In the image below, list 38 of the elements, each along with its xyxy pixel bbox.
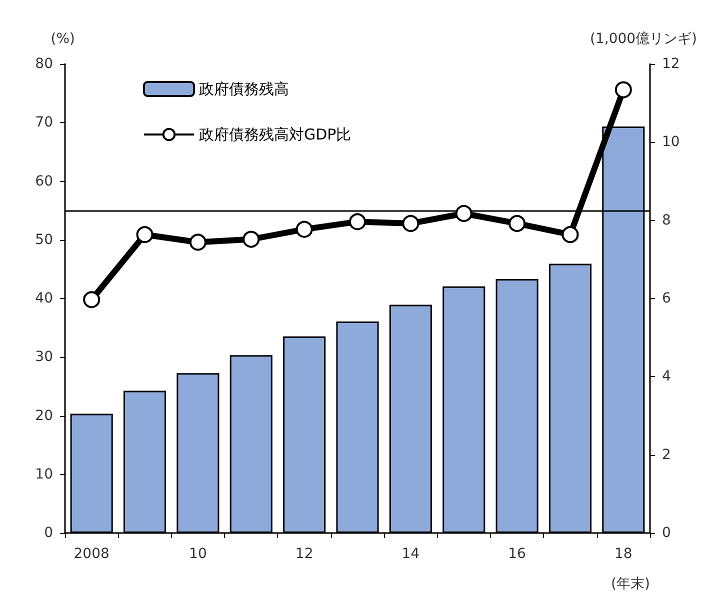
y-tick-label: 40 (35, 290, 53, 306)
x-tick-label: 14 (402, 546, 420, 562)
y-tick-label: 10 (35, 466, 53, 482)
point (296, 220, 313, 238)
point (349, 213, 366, 230)
y-tick-label: 50 (35, 232, 53, 248)
y2-tick-label: 8 (662, 212, 671, 228)
y2-tick-label: 10 (662, 134, 680, 150)
y2-axis-title: (1,000億リンギ) (590, 31, 698, 47)
x-axis-title: (年末) (611, 576, 650, 592)
legend-label: 政府債務残高対GDP比 (199, 126, 352, 144)
y2-tick-label: 0 (662, 525, 671, 541)
point (455, 204, 472, 222)
point (83, 291, 100, 308)
point (508, 214, 526, 232)
point (189, 234, 206, 251)
y2-tick-label: 4 (662, 368, 671, 385)
point (562, 226, 579, 244)
y2-tick-label: 12 (662, 56, 680, 72)
x-tick-label: 16 (508, 546, 526, 562)
y-tick-label: 30 (35, 349, 53, 366)
x-tick-label: 2008 (74, 546, 110, 562)
y2-tick-label: 2 (662, 446, 671, 463)
point (614, 81, 632, 98)
y-tick-label: 80 (35, 56, 53, 72)
y-tick-label: 20 (35, 408, 53, 424)
x-tick-label: 18 (614, 546, 632, 562)
point (402, 214, 420, 232)
y-tick-label: 70 (35, 114, 53, 131)
y2-tick-label: 6 (662, 290, 671, 306)
y-axis-title: (%) (50, 31, 75, 47)
x-tick-label: 12 (295, 546, 314, 562)
y-tick-label: 0 (44, 525, 53, 541)
x-tick-label: 10 (189, 546, 207, 562)
y-tick-label: 60 (35, 173, 53, 190)
point (242, 230, 260, 248)
point (136, 226, 154, 244)
legend-label: 政府債務残高 (199, 80, 289, 98)
